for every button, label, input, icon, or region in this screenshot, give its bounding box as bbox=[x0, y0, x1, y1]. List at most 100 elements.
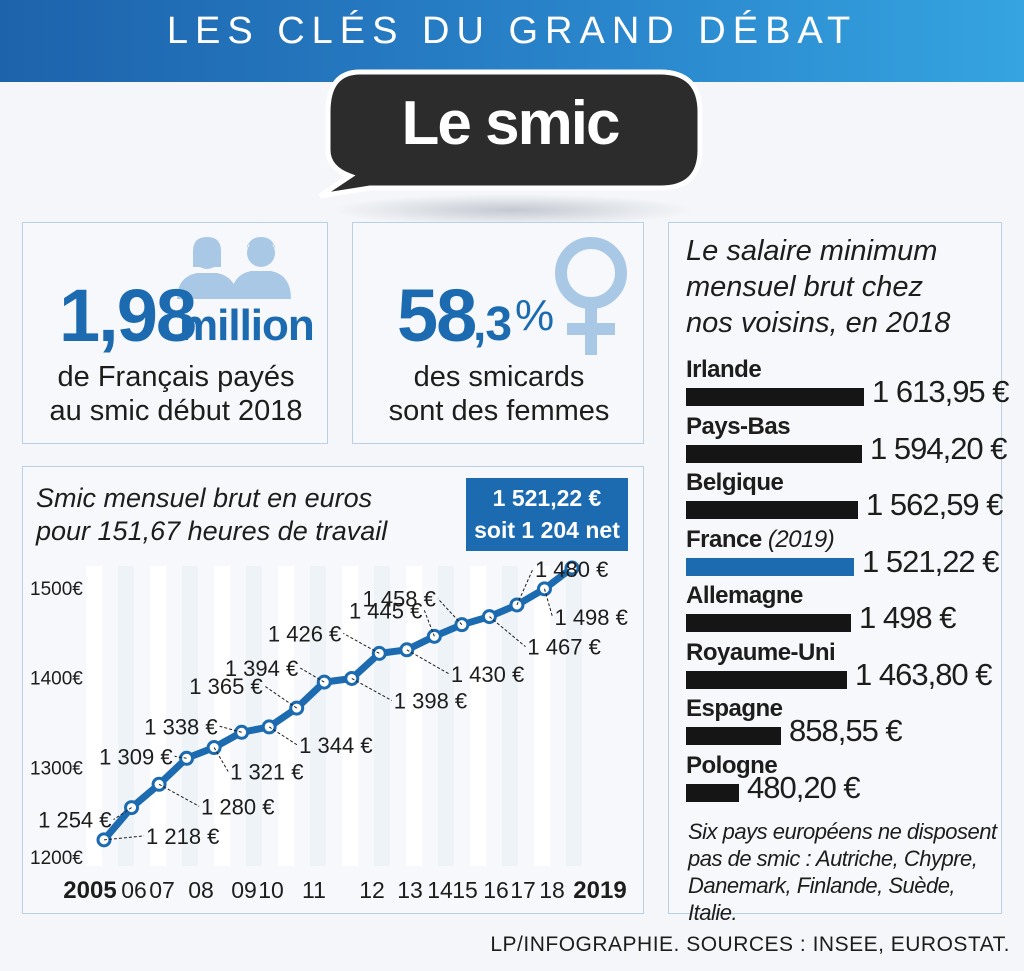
chart-stripe bbox=[214, 566, 230, 866]
point-value-label: 1 254 € bbox=[38, 808, 111, 833]
x-tick-label: 17 bbox=[510, 877, 536, 903]
country-value: 480,20 € bbox=[747, 769, 861, 805]
chart-stripe bbox=[438, 566, 454, 866]
country-name: Pologne bbox=[686, 751, 778, 779]
stat-count-number: 1,98 bbox=[59, 274, 197, 357]
x-tick-label: 12 bbox=[359, 877, 385, 903]
y-tick-label: 1500€ bbox=[30, 579, 83, 600]
point-value-label: 1 458 € bbox=[362, 587, 435, 612]
country-bar bbox=[686, 388, 864, 406]
chart-stripe bbox=[86, 566, 102, 866]
chart-stripe bbox=[342, 566, 358, 866]
point-value-label: 1 480 € bbox=[535, 557, 608, 582]
stat-card-count: 1,98 million de Français payés au smic d… bbox=[22, 222, 328, 444]
x-tick-label: 16 bbox=[483, 877, 509, 903]
label-leader bbox=[343, 632, 380, 654]
point-value-label: 1 309 € bbox=[99, 744, 172, 769]
data-point bbox=[564, 560, 580, 576]
latest-value-callout: 1 521,22 € soit 1 204 net bbox=[466, 478, 628, 551]
smic-series-line bbox=[101, 565, 575, 843]
point-value-label: 1 344 € bbox=[299, 733, 372, 758]
stat-card-women: 58 ,3 % des smicards sont des femmes bbox=[352, 222, 644, 444]
header-banner: LES CLÉS DU GRAND DÉBAT bbox=[0, 0, 1024, 82]
y-tick-label: 1400€ bbox=[30, 669, 83, 690]
point-value-label: 1 430 € bbox=[451, 662, 524, 687]
point-value-label: 1 394 € bbox=[225, 656, 298, 681]
point-value-label: 1 321 € bbox=[230, 760, 303, 785]
label-leader bbox=[406, 649, 450, 675]
x-tick-label: 14 bbox=[427, 877, 453, 903]
banner-title: LES CLÉS DU GRAND DÉBAT bbox=[166, 10, 858, 52]
label-leader bbox=[158, 783, 200, 807]
line-chart-title: Smic mensuel brut en euros pour 151,67 h… bbox=[36, 482, 456, 548]
note-line3: Danemark, Finlande, Suède, Italie. bbox=[688, 873, 956, 925]
country-name: Royaume-Uni bbox=[686, 638, 836, 666]
country-value: 1 498 € bbox=[859, 600, 956, 635]
country-name: Espagne bbox=[686, 695, 783, 722]
point-value-label: 1 365 € bbox=[189, 674, 262, 699]
country-value: 1 594,20 € bbox=[870, 430, 1008, 466]
label-leader bbox=[219, 725, 242, 733]
chart-stripe bbox=[246, 566, 262, 866]
country-bar bbox=[686, 783, 739, 802]
page-title: Le smic bbox=[401, 89, 621, 158]
country-value: 1 463,80 € bbox=[855, 656, 993, 692]
country-year: (2019) bbox=[761, 525, 835, 553]
country-label: France (2019) bbox=[686, 525, 835, 554]
country-name: Irlande bbox=[686, 356, 762, 383]
country-name: France bbox=[686, 525, 762, 553]
x-tick-label: 18 bbox=[539, 877, 565, 903]
stat-women-caption-2: sont des femmes bbox=[388, 395, 610, 427]
point-value-label: 1 467 € bbox=[527, 635, 600, 660]
chart-stripe bbox=[534, 566, 550, 866]
x-tick-label: 2019 bbox=[573, 877, 626, 904]
point-value-label: 1 218 € bbox=[146, 824, 219, 849]
x-tick-label: 11 bbox=[302, 877, 326, 903]
x-tick-label: 08 bbox=[188, 877, 214, 903]
bar-chart-title: Le salaire minimum mensuel brut chez nos… bbox=[686, 233, 1006, 341]
point-value-label: 1 398 € bbox=[394, 688, 467, 713]
bar-chart-title-line1: Le salaire minimum bbox=[686, 235, 938, 267]
label-leader bbox=[516, 568, 534, 606]
people-icon bbox=[177, 237, 291, 299]
country-bar bbox=[686, 444, 862, 463]
point-value-label: 1 280 € bbox=[201, 794, 274, 819]
chart-stripe bbox=[566, 566, 582, 866]
stat-count-caption-2: au smic début 2018 bbox=[49, 395, 303, 427]
country-label: Allemagne bbox=[686, 582, 803, 610]
point-value-label: 1 498 € bbox=[554, 605, 627, 630]
x-tick-label: 10 bbox=[258, 877, 284, 903]
line-chart-title-line1: Smic mensuel brut en euros bbox=[36, 483, 373, 513]
country-label: Espagne bbox=[686, 695, 783, 723]
bar-chart-title-line3: nos voisins, en 2018 bbox=[686, 307, 951, 339]
country-bar bbox=[686, 614, 851, 632]
label-leader bbox=[489, 616, 526, 647]
stat-count-unit: million bbox=[179, 301, 315, 350]
label-leader bbox=[103, 835, 145, 841]
female-symbol-icon bbox=[555, 237, 627, 355]
country-bar bbox=[686, 670, 847, 689]
source-credit: LP/INFOGRAPHIE. SOURCES : INSEE, EUROSTA… bbox=[490, 933, 1010, 956]
country-label: Pologne bbox=[686, 751, 778, 780]
country-bar bbox=[686, 501, 858, 519]
label-leader bbox=[351, 678, 393, 701]
label-leader bbox=[268, 726, 298, 746]
point-value-label: 1 426 € bbox=[268, 621, 341, 646]
speech-bubble bbox=[318, 69, 703, 226]
chart-stripe bbox=[118, 566, 134, 866]
stat-women-number: 58 bbox=[397, 274, 477, 357]
x-tick-label: 2005 bbox=[63, 877, 116, 904]
country-name: Belgique bbox=[686, 469, 784, 496]
stat-women-unit: % bbox=[515, 291, 554, 340]
country-bar bbox=[686, 727, 781, 745]
x-tick-label: 07 bbox=[149, 877, 175, 903]
note-line1: Six pays européens ne disposent bbox=[688, 819, 997, 844]
chart-stripe bbox=[182, 566, 198, 866]
country-name: Pays-Bas bbox=[686, 412, 791, 440]
label-leader bbox=[113, 807, 132, 821]
label-leader bbox=[264, 685, 297, 709]
country-label: Pays-Bas bbox=[686, 412, 791, 441]
country-label: Belgique bbox=[686, 469, 784, 497]
country-value: 1 562,59 € bbox=[866, 487, 1004, 522]
